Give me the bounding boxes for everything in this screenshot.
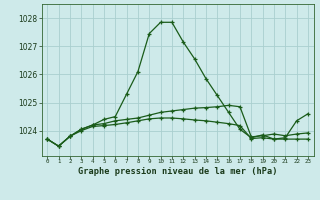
X-axis label: Graphe pression niveau de la mer (hPa): Graphe pression niveau de la mer (hPa) [78,167,277,176]
